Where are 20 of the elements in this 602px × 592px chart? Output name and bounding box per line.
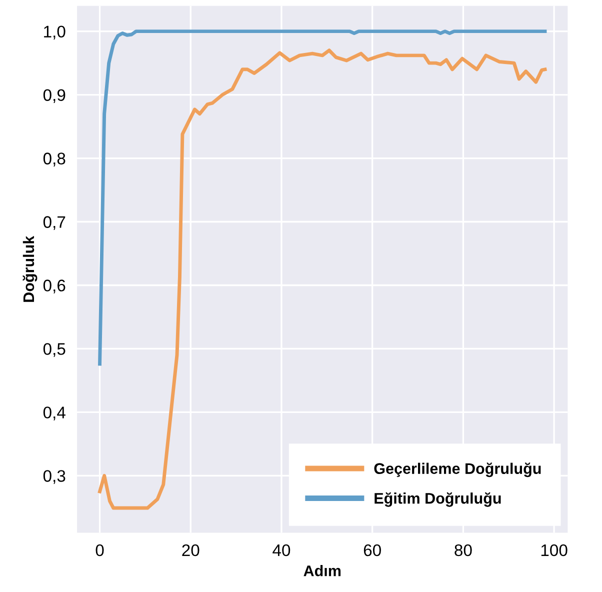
y-tick-label: 0,3	[43, 470, 66, 484]
x-tick-label: 80	[454, 544, 472, 556]
line-series	[98, 48, 547, 510]
y-tick-label: 0,9	[43, 89, 66, 103]
y-tick-label: 0,5	[43, 343, 66, 357]
x-tick-label: 40	[272, 544, 290, 556]
line-series	[98, 30, 547, 366]
x-tick-label: 60	[364, 544, 381, 556]
legend-label: Eğitim Doğruluğu	[374, 492, 501, 507]
y-tick-label: 0,6	[43, 280, 66, 294]
y-tick-label: 1,0	[44, 26, 66, 40]
y-tick-label: 0,4	[43, 406, 66, 420]
y-tick-label: 0,8	[43, 152, 66, 166]
y-tick-label: 0,7	[43, 216, 66, 230]
legend-label: Geçerlileme Doğruluğu	[374, 462, 541, 478]
x-tick-label: 0	[96, 544, 104, 556]
x-tick-label: 20	[182, 544, 200, 556]
x-tick-label: 100	[541, 544, 568, 556]
x-axis-title: Adım	[304, 565, 341, 576]
y-axis-title: Doğruluk	[22, 236, 38, 302]
